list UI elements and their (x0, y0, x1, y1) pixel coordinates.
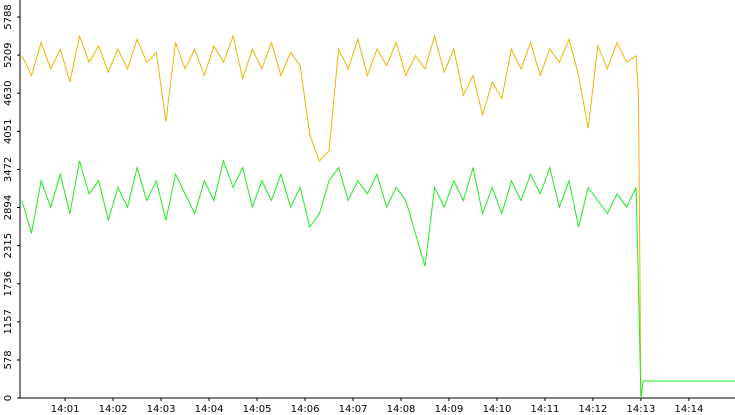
x-tick-label: 14:07 (339, 404, 368, 415)
x-tick-label: 14:04 (195, 404, 224, 415)
series-line (21, 159, 735, 399)
x-tick-label: 14:08 (387, 404, 416, 415)
y-tick-label: 1736 (3, 271, 14, 296)
y-tick-label: 1157 (3, 309, 14, 334)
y-tick-label: 2315 (3, 233, 14, 258)
x-tick-label: 14:14 (675, 404, 704, 415)
x-tick-label: 14:01 (51, 404, 80, 415)
x-tick-label: 14:02 (99, 404, 128, 415)
x-tick-label: 14:09 (435, 404, 464, 415)
x-tick-label: 14:05 (243, 404, 272, 415)
x-tick-label: 14:11 (531, 404, 560, 415)
y-tick-label: 3472 (3, 157, 14, 182)
x-tick-label: 14:10 (483, 404, 512, 415)
y-tick-label: 5209 (3, 42, 14, 67)
x-tick-label: 14:13 (627, 404, 656, 415)
y-tick-label: 4630 (3, 80, 14, 105)
x-tick-label: 14:03 (147, 404, 176, 415)
x-tick-label: 14:12 (579, 404, 608, 415)
y-tick-label: 0 (3, 395, 14, 401)
y-tick-label: 2894 (3, 195, 14, 220)
series-line (21, 34, 642, 399)
y-tick-label: 4051 (3, 119, 14, 144)
y-tick-label: 578 (3, 350, 14, 369)
x-tick-label: 14:06 (291, 404, 320, 415)
y-tick-label: 5788 (3, 4, 14, 29)
